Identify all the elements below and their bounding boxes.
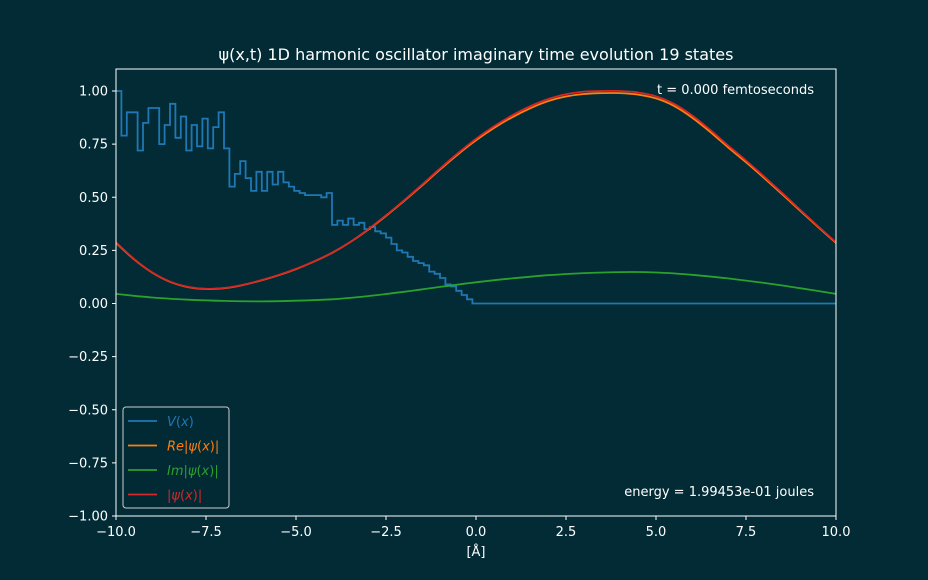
series-line-imag — [115, 271, 837, 303]
y-tick-label: 0.50 — [79, 191, 108, 206]
x-tick-label: −10.0 — [96, 525, 136, 540]
series-line-abs — [115, 89, 837, 290]
energy-annotation: energy = 1.99453e-01 joules — [624, 485, 814, 500]
x-tick-label: 5.0 — [646, 525, 667, 540]
y-tick-label: −0.75 — [68, 456, 108, 471]
y-tick-label: −0.25 — [68, 350, 108, 365]
x-tick-label: 7.5 — [736, 525, 757, 540]
x-tick-label: −2.5 — [370, 525, 402, 540]
x-tick-label: 0.0 — [466, 525, 487, 540]
x-tick-label: 10.0 — [822, 525, 851, 540]
y-tick-label: 0.00 — [79, 297, 108, 312]
y-tick-label: 0.25 — [79, 244, 108, 259]
legend-label-real: Re|ψ(x)| — [167, 440, 219, 455]
legend-label-potential: V(x) — [167, 415, 194, 430]
y-tick-label: 1.00 — [79, 85, 108, 100]
series-layer — [115, 89, 837, 305]
y-tick-label: −1.00 — [68, 510, 108, 525]
legend: V(x) Re|ψ(x)| Im|ψ(x)| |ψ(x)| — [122, 406, 230, 509]
x-tick-label: −5.0 — [280, 525, 312, 540]
x-tick-label: −7.5 — [190, 525, 222, 540]
y-tick-label: 0.75 — [79, 138, 108, 153]
chart-title: ψ(x,t) 1D harmonic oscillator imaginary … — [219, 45, 734, 64]
x-tick-label: 2.5 — [556, 525, 577, 540]
time-annotation: t = 0.000 femtoseconds — [657, 83, 814, 98]
ticks-layer: −10.0 −7.5 −5.0 −2.5 0.0 2.5 5.0 7.5 10.0 1.00 0.7… — [68, 85, 850, 541]
legend-label-abs: |ψ(x)| — [167, 489, 202, 504]
y-tick-label: −0.50 — [68, 403, 108, 418]
x-axis-label: [Å] — [466, 544, 485, 560]
legend-label-imag: Im|ψ(x)| — [167, 464, 219, 479]
legend-box — [122, 406, 230, 509]
series-line-potential — [116, 90, 836, 305]
